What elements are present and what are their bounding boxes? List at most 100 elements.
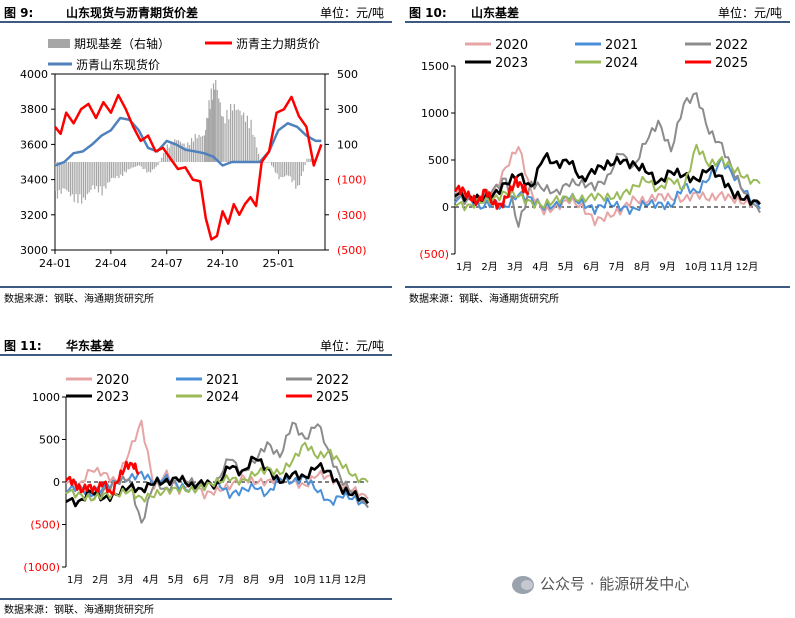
fig9-legend: 期现基差（右轴） 沥青主力期货价 沥青山东现货价	[48, 36, 320, 72]
fig11-source: 数据来源：钢联、海通期货研究所	[4, 605, 154, 616]
fig9-basis-bar	[109, 162, 111, 182]
fig10-x-tick-label: 4月	[532, 261, 548, 273]
fig9-basis-bar	[116, 162, 118, 177]
watermark-text: 公众号 · 能源研发中心	[540, 575, 690, 593]
fig9-basis-bar	[71, 162, 73, 195]
fig9-basis-bar	[177, 140, 180, 162]
fig11-bottom-rule	[0, 598, 392, 600]
fig9-basis-bar	[200, 136, 202, 162]
fig11-y-tick-label: (500)	[30, 519, 60, 532]
fig11-x-tick-label: 9月	[268, 574, 284, 586]
fig11-legend: 2020 2021 2022 2023 2024 2025	[66, 373, 349, 405]
fig10-line-2024	[454, 143, 761, 212]
fig9-basis-bar	[176, 140, 178, 162]
fig9-basis-bar	[64, 162, 66, 189]
fig10-legend-label-2023: 2023	[495, 56, 528, 71]
fig10-y-tick-label: 1500	[421, 60, 449, 73]
fig9-basis-bar	[88, 162, 90, 193]
fig9-basis-bar	[231, 110, 234, 162]
fig9-basis-bar	[174, 139, 176, 162]
fig11-x-tick-label: 11月	[319, 574, 342, 586]
legend-basis-label: 期现基差（右轴）	[74, 36, 170, 51]
fig9-basis-bar	[274, 162, 276, 173]
fig9-basis-bar	[308, 158, 310, 162]
fig10-x-tick-label: 10月	[685, 261, 708, 273]
fig10-line-2021	[454, 156, 761, 215]
fig9-basis-bar	[138, 162, 140, 166]
fig9-basis-bar	[140, 162, 142, 167]
fig9-basis-bar	[183, 143, 185, 162]
fig9-left-tick-label: 4000	[20, 68, 48, 81]
fig11-x-tick-label: 10月	[294, 574, 317, 586]
legend-spot-label: 沥青山东现货价	[76, 57, 160, 72]
fig9-basis-bar	[105, 162, 107, 189]
fig10-legend-label-2024: 2024	[605, 56, 638, 71]
fig9-basis-bar	[280, 162, 282, 177]
fig9-basis-bar	[237, 109, 239, 162]
fig9-basis-bar	[123, 162, 126, 172]
fig9-basis-bar	[110, 162, 113, 179]
fig11-legend-label-2024: 2024	[206, 390, 239, 405]
fig9-basis-bar	[161, 157, 163, 162]
fig10-header: 图 10: 山东基差 单位：元/吨	[405, 0, 790, 22]
fig9-basis-bar	[94, 162, 96, 190]
fig9-basis-bar	[82, 162, 85, 198]
fig11-top-rule	[0, 354, 392, 356]
fig9-basis-bar	[230, 103, 232, 162]
fig9-basis-bar	[228, 119, 230, 162]
fig10-x-tick-label: 12月	[736, 261, 759, 273]
fig9-basis-bar	[127, 162, 129, 170]
fig9-basis-bar	[216, 89, 218, 162]
fig9-basis-bar	[170, 141, 172, 162]
watermark: 公众号 · 能源研发中心	[512, 573, 689, 594]
fig9-basis-bar	[215, 79, 217, 162]
fig11-x-tick-label: 6月	[193, 574, 209, 586]
fig9-basis-bar	[135, 162, 137, 167]
fig9-basis-bar	[284, 162, 286, 177]
fig9-basis-bar	[252, 134, 254, 162]
fig10-x-tick-label: 11月	[710, 261, 733, 273]
fig10-x-tick-label: 3月	[507, 261, 523, 273]
fig9-basis-bar	[75, 162, 77, 195]
fig9-basis-bar	[239, 110, 241, 162]
fig11-x-tick-label: 12月	[344, 574, 367, 586]
fig9-basis-bar	[202, 135, 204, 162]
fig9-basis-bar	[221, 116, 223, 162]
fig9-basis-bar	[289, 162, 291, 177]
fig9-right-tick-label: (100)	[337, 174, 367, 187]
fig9-right-tick-label: 300	[337, 103, 358, 116]
fig10-legend-label-2021: 2021	[605, 38, 638, 53]
fig10-legend: 2020 2021 2022 2023 2024 2025	[465, 38, 748, 71]
fig9-basis-bar	[207, 118, 209, 162]
fig9-basis-bar	[310, 158, 312, 162]
fig9-basis-bar	[58, 162, 60, 191]
fig11-x-tick-label: 8月	[243, 574, 259, 586]
fig11-line-2022	[65, 421, 369, 524]
fig9-basis-bar	[129, 162, 131, 169]
fig9-bottom-rule	[0, 286, 392, 288]
fig10-line-2025	[453, 176, 530, 210]
fig9-x-tick-label: 24-10	[207, 257, 239, 270]
fig9-basis-bar	[55, 162, 57, 192]
fig9-basis-bar	[60, 162, 62, 194]
fig9-basis-bar	[295, 162, 297, 189]
fig9-basis-bar	[224, 123, 226, 162]
fig10-x-tick-label: 8月	[634, 261, 650, 273]
fig9-basis-bar	[92, 162, 94, 186]
legend-futures-label: 沥青主力期货价	[236, 36, 320, 51]
fig9-top-rule	[0, 21, 392, 23]
fig9-right-tick-label: 100	[337, 138, 358, 151]
fig11-chart: 2020 2021 2022 2023 2024 2025 1000 500 0 (500) (10…	[23, 373, 370, 586]
fig9-basis-bar	[208, 100, 210, 162]
fig9-basis-bar	[148, 162, 150, 172]
fig9-title: 山东现货与沥青期货价差	[66, 6, 199, 20]
fig9-basis-bar	[265, 162, 267, 163]
fig9-basis-bar	[306, 158, 308, 162]
fig9-basis-bar	[194, 134, 196, 162]
fig9-basis-bar	[298, 162, 301, 185]
fig9-basis-bar	[181, 143, 183, 162]
fig11-header: 图 11: 华东基差 单位：元/吨	[0, 333, 392, 355]
fig11-line-2025	[65, 460, 140, 496]
fig9-basis-bar	[179, 141, 181, 162]
fig9-basis-bar	[241, 115, 243, 162]
